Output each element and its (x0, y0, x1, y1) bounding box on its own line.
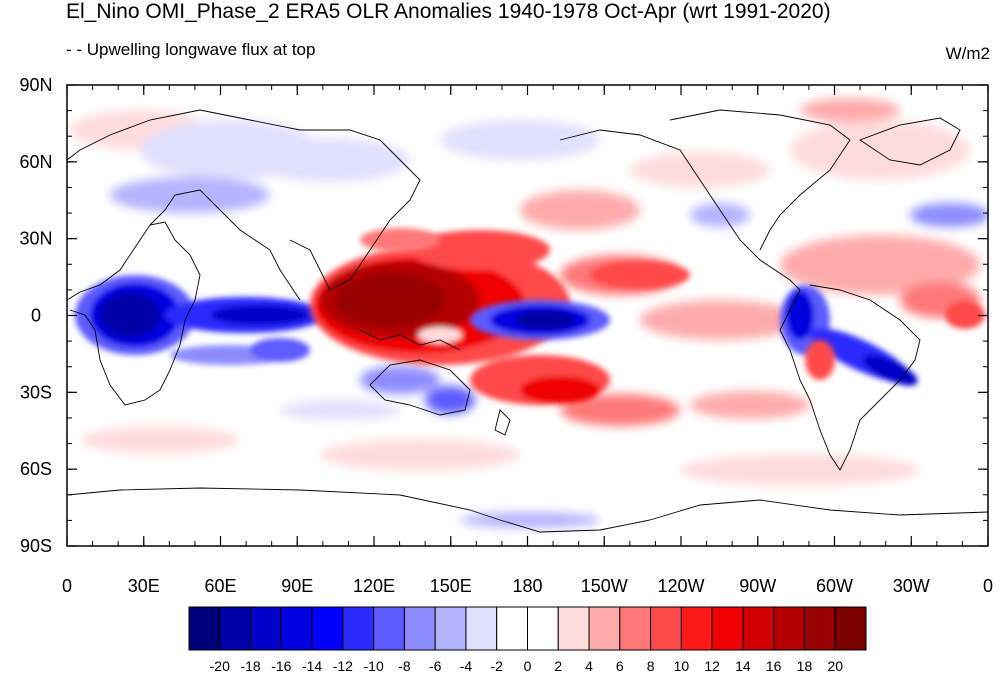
lon-tick-label: 30W (893, 576, 930, 596)
coastlines (67, 109, 988, 533)
colorbar-swatch (527, 606, 559, 651)
colorbar (188, 606, 867, 651)
lon-tick-label: 120E (353, 576, 395, 596)
lon-tick-label: 60W (816, 576, 853, 596)
longitude-labels: 0 30E 60E 90E 120E 150E 180 150W 120W 90W 60W 30W 0 (62, 576, 993, 596)
lat-tick-label: 60N (19, 152, 52, 172)
colorbar-tick-label: 0 (524, 658, 532, 674)
colorbar-tick-label: 8 (647, 658, 655, 674)
colorbar-swatch (280, 606, 313, 651)
colorbar-swatch (773, 606, 805, 651)
lon-tick-label: 120W (657, 576, 704, 596)
colorbar-swatch (373, 606, 405, 651)
arabia-india-coast (149, 189, 301, 301)
lat-tick-label: 90N (19, 75, 52, 95)
lat-tick-label: 0 (31, 306, 41, 326)
colorbar-tick-label: 12 (704, 658, 720, 674)
lon-tick-label: 0 (62, 576, 72, 596)
colorbar-swatch (434, 606, 467, 651)
colorbar-swatch (250, 606, 282, 651)
australia-coast (369, 359, 471, 416)
indonesia-coast (359, 329, 461, 351)
greenland-coast (859, 117, 961, 166)
colorbar-tick-label: 6 (616, 658, 624, 674)
lon-tick-label: 90E (281, 576, 313, 596)
colorbar-labels: -20 -18 -16 -14 -12 -10 -8 -6 -4 -2 0 2 4 6 8 10 12 14 16 1… (210, 658, 844, 674)
lat-tick-label: 30S (20, 382, 52, 402)
lon-tick-label: 0 (983, 576, 993, 596)
colorbar-swatch (680, 606, 713, 651)
colorbar-swatch (188, 606, 221, 651)
colorbar-tick-label: -6 (429, 658, 442, 674)
chart-subtitle: - - Upwelling longwave flux at top (66, 40, 316, 59)
colorbar-tick-label: -2 (491, 658, 504, 674)
negative-anomaly-central-pacific (470, 300, 610, 340)
colorbar-tick-label: -10 (364, 658, 384, 674)
antarctica-coast (67, 487, 988, 533)
south-america-coast (779, 284, 921, 471)
colorbar-swatch (311, 606, 344, 651)
colorbar-tick-label: 16 (766, 658, 782, 674)
colorbar-tick-label: -14 (302, 658, 322, 674)
colorbar-swatch (219, 606, 252, 651)
units-label: W/m2 (945, 44, 990, 63)
lon-tick-label: 150E (430, 576, 472, 596)
colorbar-tick-label: -12 (333, 658, 353, 674)
colorbar-tick-label: 4 (585, 658, 593, 674)
colorbar-swatch (496, 606, 528, 651)
colorbar-swatch (711, 606, 744, 651)
north-america-west-coast (559, 129, 801, 291)
lon-tick-label: 180 (512, 576, 542, 596)
negative-anomaly-south-america (780, 285, 918, 386)
latitude-labels: 90N 60N 30N 0 30S 60S 90S (19, 75, 52, 556)
colorbar-tick-label: 2 (554, 658, 562, 674)
north-america-north-coast (669, 109, 851, 251)
colorbar-tick-label: -20 (210, 658, 230, 674)
positive-anomaly-north-pacific (360, 228, 985, 380)
colorbar-tick-label: -4 (460, 658, 473, 674)
lon-tick-label: 30E (128, 576, 160, 596)
colorbar-swatch (342, 606, 375, 651)
colorbar-tick-label: -16 (271, 658, 291, 674)
colorbar-swatch (803, 606, 836, 651)
colorbar-swatch (834, 606, 867, 651)
colorbar-tick-label: 14 (735, 658, 751, 674)
colorbar-swatch (742, 606, 775, 651)
colorbar-tick-label: -8 (398, 658, 411, 674)
lat-tick-label: 60S (20, 459, 52, 479)
chart-title: El_Nino OMI_Phase_2 ERA5 OLR Anomalies 1… (66, 0, 831, 23)
colorbar-tick-label: 10 (674, 658, 690, 674)
colorbar-tick-label: -18 (240, 658, 260, 674)
colorbar-swatch (465, 606, 498, 651)
new-zealand-coast (494, 409, 511, 436)
lon-tick-label: 90W (739, 576, 776, 596)
colorbar-tick-label: 20 (827, 658, 843, 674)
colorbar-swatch (588, 606, 621, 651)
axis-ticks (66, 84, 989, 547)
lat-tick-label: 90S (20, 536, 52, 556)
lat-tick-label: 30N (19, 229, 52, 249)
colorbar-swatch (403, 606, 436, 651)
anomaly-field (67, 98, 988, 533)
weak-anomalies (70, 98, 988, 528)
eurasia-coast (67, 109, 421, 291)
negative-anomaly-africa-indian-ocean (75, 275, 325, 365)
colorbar-swatch (557, 606, 590, 651)
africa-coast (67, 221, 201, 406)
colorbar-swatch (650, 606, 682, 651)
colorbar-swatch (619, 606, 652, 651)
lon-tick-label: 150W (581, 576, 628, 596)
lon-tick-label: 60E (204, 576, 236, 596)
colorbar-tick-label: 18 (797, 658, 813, 674)
